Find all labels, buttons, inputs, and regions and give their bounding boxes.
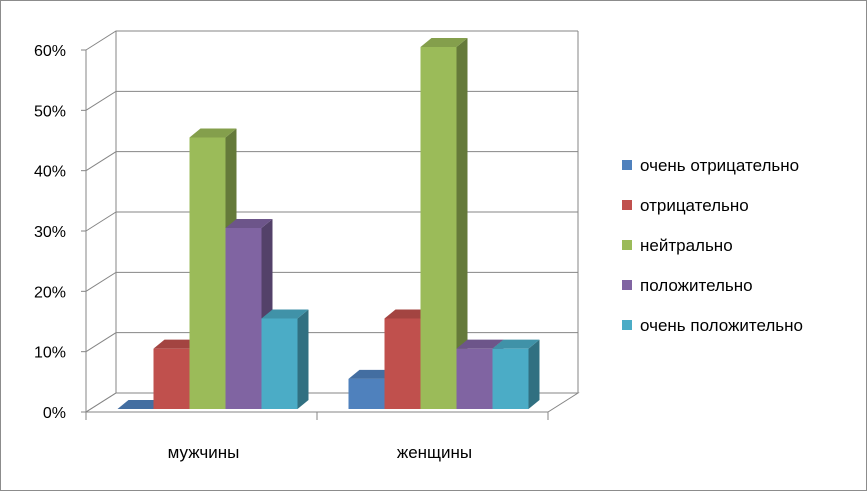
bar-front	[456, 348, 493, 409]
bar-front	[225, 228, 262, 409]
gridline	[85, 151, 578, 172]
y-tick-label: 40%	[34, 164, 66, 181]
y-tick-label: 0%	[43, 405, 66, 422]
y-tick-label: 50%	[34, 103, 66, 120]
bar-front	[420, 47, 457, 409]
legend-label: отрицательно	[640, 196, 749, 215]
bar	[261, 309, 309, 409]
legend-label: очень отрицательно	[640, 156, 799, 175]
bar-side	[456, 38, 468, 409]
x-tick-label: женщины	[397, 443, 472, 462]
legend-swatch	[622, 320, 632, 330]
legend-item: нейтрально	[622, 236, 733, 255]
bar	[420, 38, 468, 409]
bar-top	[225, 219, 273, 228]
bar-side	[297, 309, 309, 409]
bar-front	[189, 137, 226, 409]
legend-swatch	[622, 240, 632, 250]
gridline	[85, 211, 578, 232]
x-axis: мужчины женщины	[85, 411, 549, 462]
y-tick-label: 60%	[34, 43, 66, 60]
bar	[492, 339, 540, 409]
legend-item: отрицательно	[622, 196, 749, 215]
bar-top	[189, 128, 237, 138]
bar-front	[348, 378, 385, 409]
bar-top	[420, 38, 468, 47]
y-axis: 0% 10% 20% 30% 40% 50% 60%	[34, 43, 87, 422]
bar-top	[456, 339, 504, 349]
legend-item: положительно	[622, 276, 753, 295]
y-tick-label: 10%	[34, 345, 66, 362]
legend-item: очень отрицательно	[622, 156, 799, 175]
bar-top	[261, 309, 309, 319]
bars	[117, 38, 540, 409]
gridline	[85, 90, 578, 111]
bar-front	[492, 348, 529, 409]
bar-front	[261, 318, 298, 409]
bar-top	[153, 339, 201, 349]
legend-swatch	[622, 160, 632, 170]
bar	[117, 400, 165, 409]
legend: очень отрицательно отрицательно нейтрально…	[622, 156, 803, 335]
bar-front	[153, 348, 190, 409]
bar-top	[384, 309, 432, 319]
bar-top	[348, 369, 396, 379]
bar-top	[492, 339, 540, 349]
bar-front	[384, 318, 421, 409]
y-tick-label: 30%	[34, 224, 66, 241]
bar-top	[117, 400, 165, 409]
legend-label: положительно	[640, 276, 753, 295]
y-tick-label: 20%	[34, 284, 66, 301]
legend-swatch	[622, 200, 632, 210]
legend-label: нейтрально	[640, 236, 733, 255]
bar-side	[528, 339, 540, 409]
gridline	[85, 30, 578, 51]
x-tick-label: мужчины	[168, 443, 240, 462]
legend-swatch	[622, 280, 632, 290]
gridline	[85, 271, 578, 292]
legend-label: очень положительно	[640, 316, 803, 335]
legend-item: очень положительно	[622, 316, 803, 335]
